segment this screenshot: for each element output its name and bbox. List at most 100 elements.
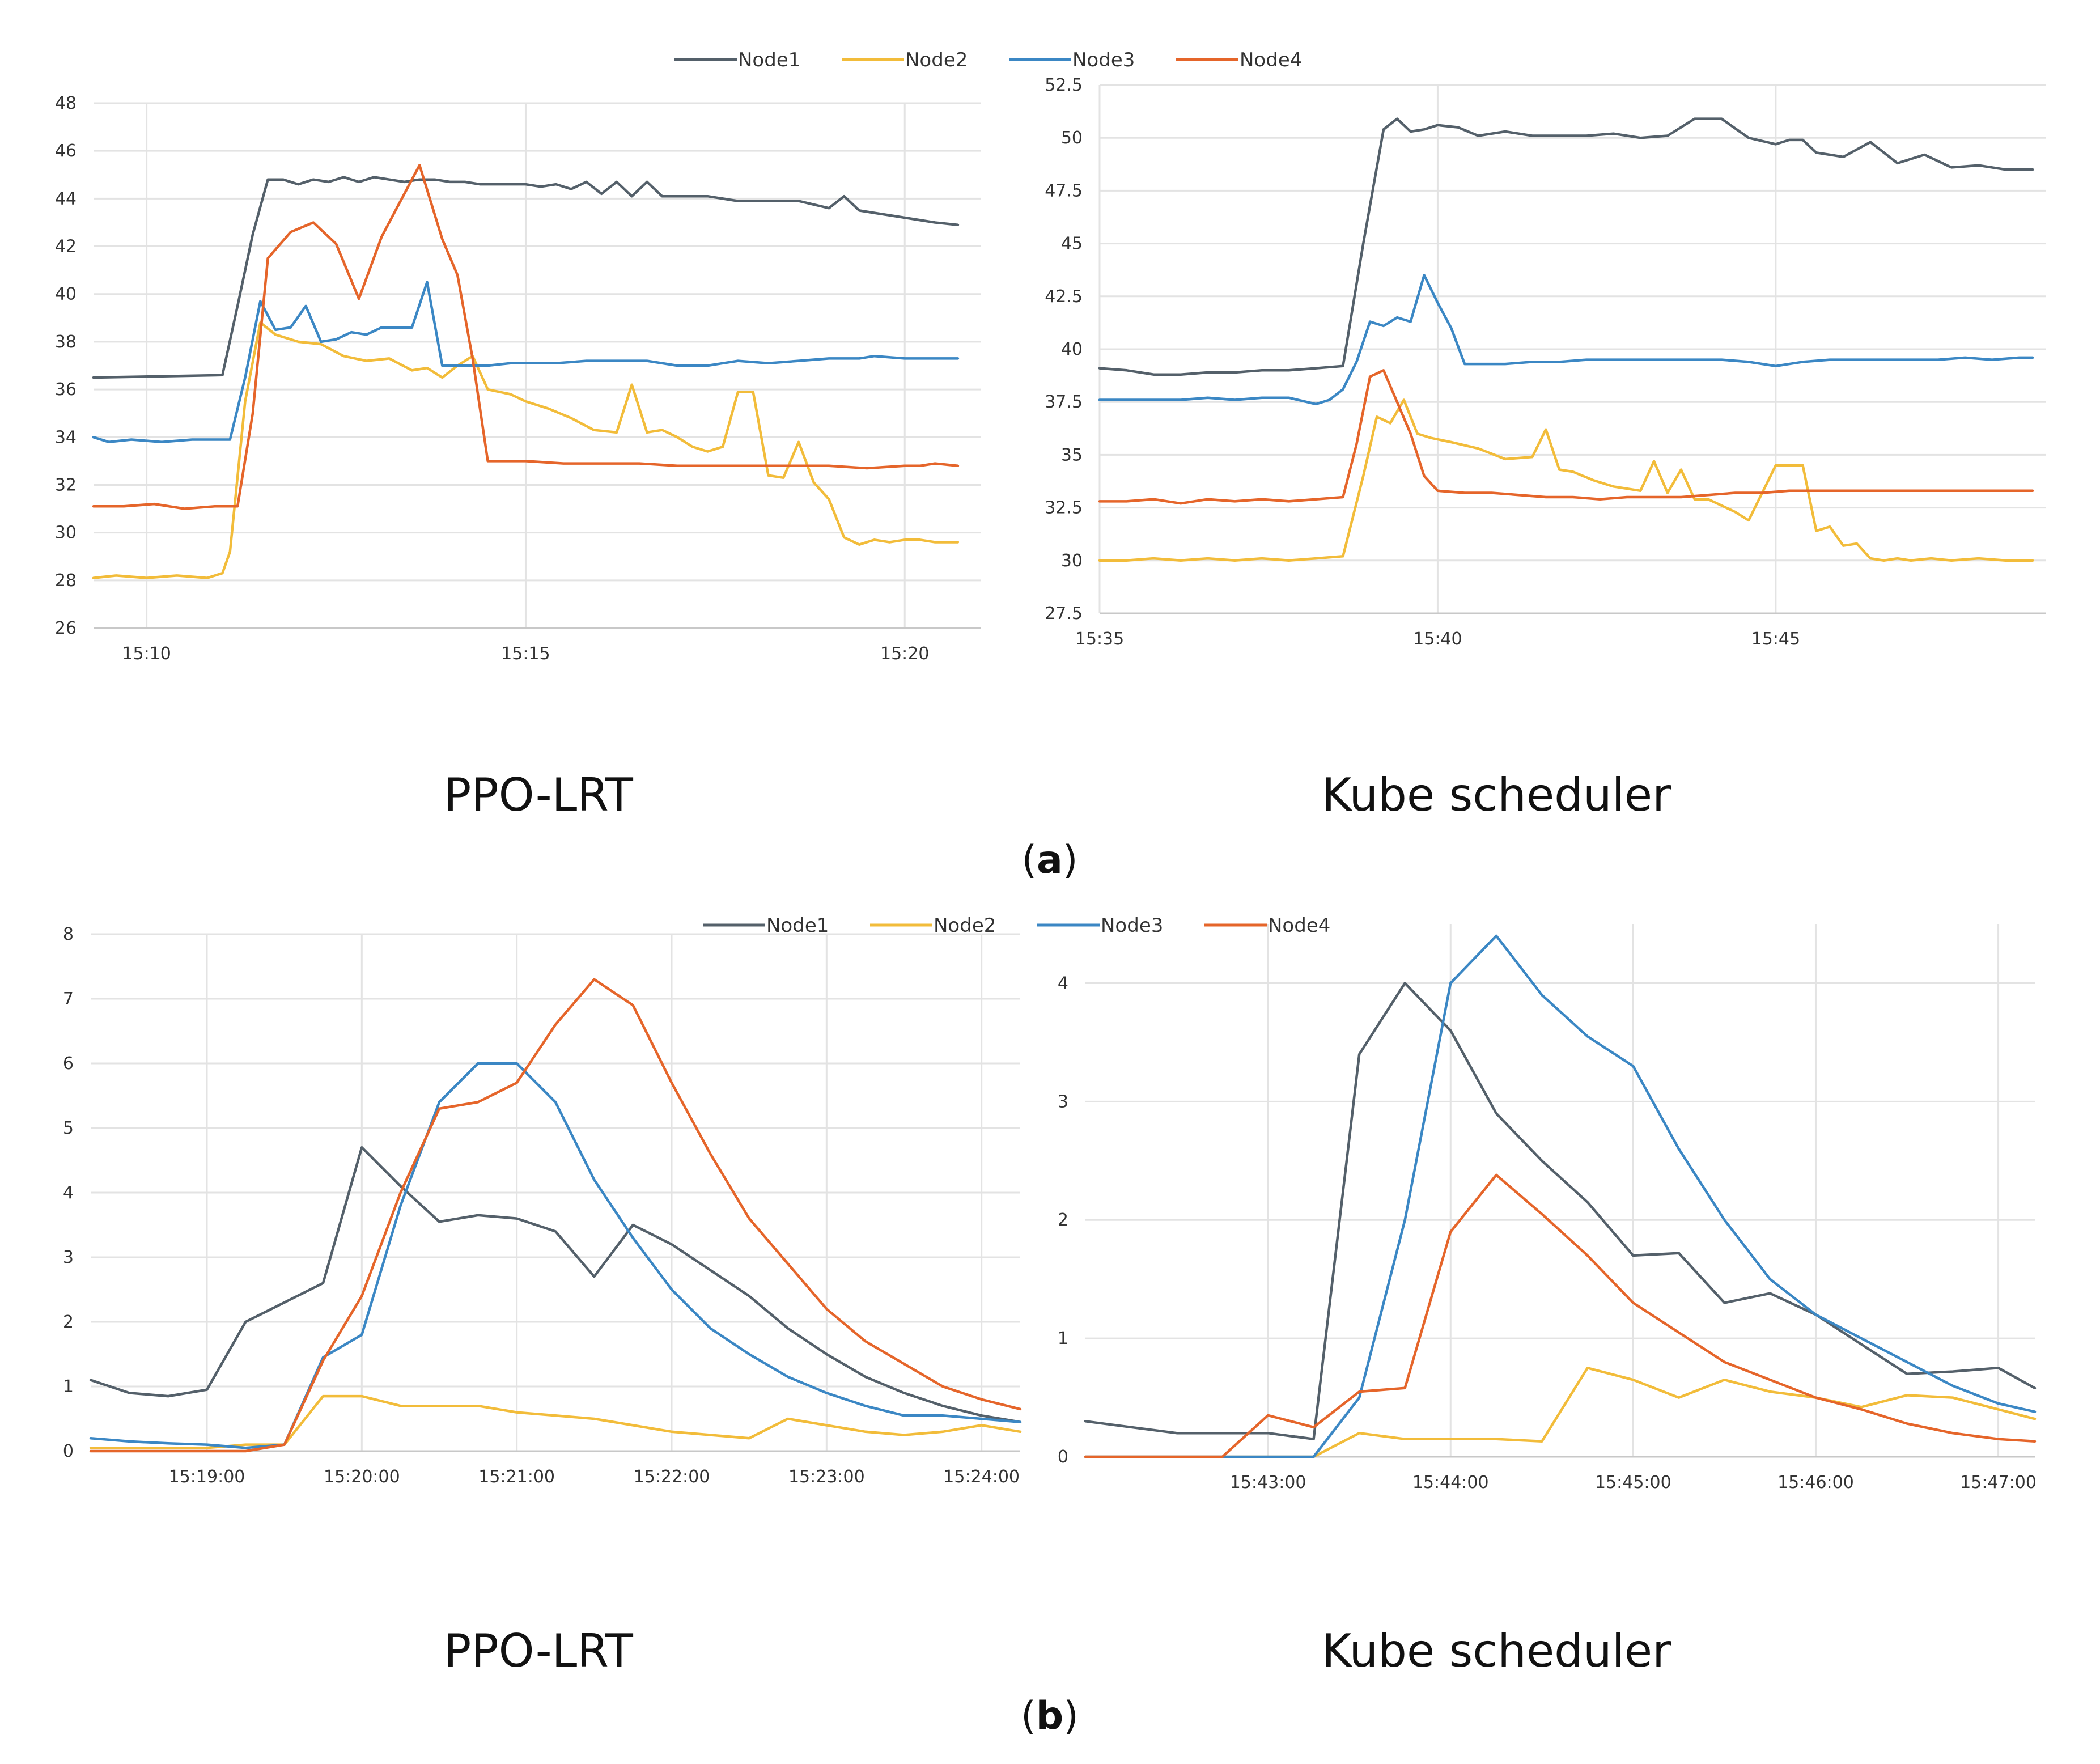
- y-tick-label-b-left: 0: [63, 1441, 74, 1461]
- panel-label-b-open: (: [1021, 1694, 1036, 1738]
- legend-label-node2: Node2: [934, 914, 996, 937]
- caption-b-right: Kube scheduler: [1322, 1625, 1671, 1677]
- y-tick-label-a-right: 47.5: [1045, 181, 1083, 201]
- legend-label-node1: Node1: [766, 914, 829, 937]
- y-tick-label-a-left: 42: [55, 237, 77, 257]
- y-tick-label-a-left: 28: [55, 571, 77, 591]
- caption-a-left: PPO-LRT: [444, 769, 634, 821]
- y-tick-label-a-left: 44: [55, 189, 77, 209]
- y-tick-label-a-right: 42.5: [1045, 287, 1083, 307]
- y-tick-label-a-left: 40: [55, 285, 77, 304]
- series-line-node4-a-left: [92, 164, 960, 510]
- y-tick-label-a-right: 37.5: [1045, 392, 1083, 412]
- y-tick-label-a-left: 38: [55, 332, 77, 352]
- legend-label-node1: Node1: [738, 49, 800, 71]
- chart-b-kube-scheduler: 0 1 2 3 4 15:43:00 15:44:00 15:45:00 15:46:00 15:…: [1058, 924, 2037, 1492]
- panel-label-b-letter: b: [1036, 1694, 1064, 1738]
- y-tick-label-b-left: 5: [63, 1118, 74, 1138]
- x-tick-label-a-left: 15:15: [501, 644, 550, 664]
- legend-item-node2: Node2: [842, 49, 968, 71]
- caption-a-right: Kube scheduler: [1322, 769, 1671, 821]
- legend-panel-b: Node1 Node2 Node3 Node4: [703, 914, 1330, 937]
- legend-item-node1: Node1: [703, 914, 829, 937]
- legend-item-node1: Node1: [674, 49, 800, 71]
- y-tick-label-a-left: 46: [55, 141, 77, 161]
- legend-item-node4: Node4: [1176, 49, 1302, 71]
- legend-item-node2: Node2: [870, 914, 996, 937]
- y-tick-label-a-right: 35: [1061, 445, 1083, 465]
- series-line-node3-a-right: [1098, 274, 2034, 406]
- y-tick-label-b-right: 2: [1058, 1210, 1068, 1230]
- y-tick-label-b-left: 3: [63, 1248, 74, 1267]
- chart-b-ppo-lrt: 0 1 2 3 4 5 6 7 8 15:19:00 15:20:00 15:21:00 15:22:0…: [63, 925, 1022, 1487]
- y-tick-label-a-left: 34: [55, 427, 77, 447]
- panel-label-b: (b): [1021, 1694, 1079, 1738]
- x-tick-label-b-left: 15:23:00: [788, 1467, 865, 1487]
- x-tick-label-a-right: 15:40: [1413, 629, 1462, 649]
- x-tick-label-b-right: 15:45:00: [1595, 1473, 1671, 1492]
- series-line-node1-a-left: [92, 176, 960, 379]
- x-tick-label-b-right: 15:44:00: [1412, 1473, 1489, 1492]
- y-tick-label-b-left: 1: [63, 1377, 74, 1397]
- x-tick-label-b-right: 15:43:00: [1230, 1473, 1306, 1492]
- x-tick-label-a-left: 15:10: [122, 644, 171, 664]
- y-tick-label-a-left: 26: [55, 618, 77, 638]
- chart-a-ppo-lrt: 26 28 30 32 34 36 38 40 42 44 46 48 15:10 15:15 15:20: [55, 94, 981, 664]
- y-tick-label-a-left: 36: [55, 380, 77, 400]
- y-tick-label-a-left: 30: [55, 523, 77, 543]
- x-tick-label-a-left: 15:20: [880, 644, 929, 664]
- y-tick-label-b-left: 2: [63, 1312, 74, 1332]
- legend-label-node4: Node4: [1268, 914, 1330, 937]
- series-line-node2-b-left: [89, 1394, 1022, 1449]
- y-tick-label-a-left: 48: [55, 94, 77, 113]
- panel-label-a-open: (: [1022, 838, 1037, 883]
- legend-item-node3: Node3: [1009, 49, 1135, 71]
- series-line-node2-a-right: [1098, 398, 2034, 562]
- legend-label-node2: Node2: [905, 49, 968, 71]
- y-tick-label-b-left: 6: [63, 1054, 74, 1074]
- x-tick-label-b-left: 15:21:00: [478, 1467, 555, 1487]
- y-tick-label-a-left: 32: [55, 475, 77, 495]
- series-line-node4-b-left: [89, 978, 1022, 1453]
- legend-label-node3: Node3: [1072, 49, 1135, 71]
- y-tick-label-b-left: 4: [63, 1183, 74, 1203]
- series-line-node3-b-left: [89, 1062, 1022, 1449]
- series-line-node1-a-right: [1098, 117, 2034, 376]
- y-tick-label-a-right: 32.5: [1045, 498, 1083, 518]
- panel-label-a: (a): [1022, 838, 1078, 883]
- x-tick-label-b-left: 15:22:00: [634, 1467, 710, 1487]
- y-tick-label-a-right: 40: [1061, 340, 1083, 359]
- y-tick-label-a-right: 27.5: [1045, 604, 1083, 624]
- y-tick-label-a-right: 45: [1061, 234, 1083, 254]
- series-line-node4-b-right: [1084, 1173, 2037, 1458]
- legend-item-node4: Node4: [1204, 914, 1330, 937]
- panel-label-a-letter: a: [1037, 838, 1063, 883]
- series-line-node1-b-left: [89, 1146, 1022, 1423]
- x-tick-label-b-right: 15:46:00: [1777, 1473, 1854, 1492]
- y-tick-label-a-right: 30: [1061, 551, 1083, 571]
- panel-label-b-close: ): [1063, 1694, 1079, 1738]
- y-tick-label-b-right: 3: [1058, 1092, 1068, 1112]
- x-tick-label-b-left: 15:20:00: [324, 1467, 400, 1487]
- x-tick-label-a-right: 15:45: [1751, 629, 1800, 649]
- series-line-node3-a-left: [92, 281, 960, 443]
- y-tick-label-b-right: 4: [1058, 973, 1068, 993]
- legend-item-node3: Node3: [1037, 914, 1163, 937]
- series-line-node4-a-right: [1098, 369, 2034, 505]
- y-tick-label-a-right: 50: [1061, 128, 1083, 148]
- series-line-node1-b-right: [1084, 982, 2037, 1440]
- y-tick-label-b-right: 1: [1058, 1329, 1068, 1349]
- series-line-node3-b-right: [1084, 934, 2037, 1458]
- x-tick-label-b-left: 15:24:00: [943, 1467, 1020, 1487]
- x-tick-label-a-right: 15:35: [1075, 629, 1124, 649]
- legend-label-node4: Node4: [1240, 49, 1302, 71]
- legend-label-node3: Node3: [1101, 914, 1163, 937]
- panel-label-a-close: ): [1063, 838, 1078, 883]
- caption-b-left: PPO-LRT: [444, 1625, 634, 1677]
- y-tick-label-b-left: 8: [63, 925, 74, 944]
- y-tick-label-b-left: 7: [63, 989, 74, 1009]
- y-tick-label-a-right: 52.5: [1045, 75, 1083, 95]
- legend-panel-a: Node1 Node2 Node3 Node4: [674, 49, 1302, 71]
- x-tick-label-b-right: 15:47:00: [1960, 1473, 2037, 1492]
- chart-a-kube-scheduler: 27.5 30 32.5 35 37.5 40 42.5 45 47.5 50 52.5 15:35 1…: [1045, 75, 2046, 649]
